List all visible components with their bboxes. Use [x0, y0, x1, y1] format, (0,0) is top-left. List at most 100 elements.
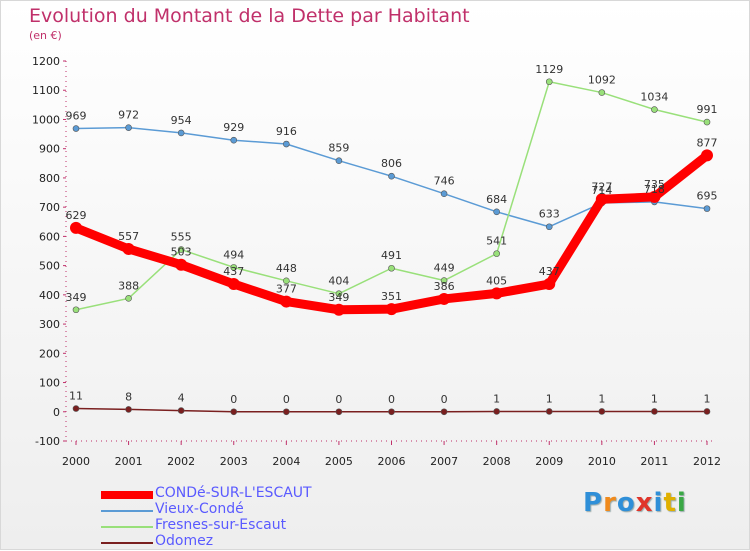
data-label: 4 — [178, 392, 185, 405]
data-point — [490, 287, 503, 300]
x-tick-label: 2008 — [483, 455, 511, 468]
data-label: 449 — [434, 262, 455, 275]
data-label: 1034 — [640, 91, 668, 104]
data-label: 714 — [591, 184, 612, 197]
data-label: 954 — [171, 114, 192, 127]
data-point — [335, 290, 343, 297]
data-point — [72, 306, 80, 314]
x-tick-label: 2006 — [378, 455, 406, 468]
legend-label: CONDé-SUR-L'ESCAUT — [155, 485, 312, 501]
legend-label: Fresnes-sur-Escaut — [155, 517, 287, 533]
data-label: 633 — [539, 208, 560, 221]
x-tick-label: 2000 — [62, 455, 90, 468]
data-label: 877 — [697, 136, 718, 149]
axes: -100010020030040050060070080090010001100… — [32, 55, 721, 468]
data-label: 1 — [651, 392, 658, 405]
logo-letter: i — [676, 488, 687, 518]
data-point — [493, 408, 500, 415]
y-tick-label: 700 — [39, 201, 60, 214]
data-label: 735 — [644, 178, 665, 191]
data-point — [545, 78, 553, 86]
y-tick-label: 1000 — [32, 113, 60, 126]
data-point — [598, 89, 606, 96]
x-tick-label: 2001 — [115, 455, 143, 468]
data-point — [703, 408, 711, 415]
data-label: 351 — [381, 290, 402, 303]
x-tick-label: 2009 — [535, 455, 563, 468]
data-point — [595, 193, 608, 206]
x-tick-label: 2012 — [693, 455, 721, 468]
data-point — [388, 264, 395, 272]
data-point — [125, 406, 132, 413]
data-labels: 629 557 503 437 377 349 351 386 405 437 727 735 877 9… — [66, 63, 718, 406]
logo-letter: o — [616, 488, 636, 518]
data-label: 0 — [441, 393, 448, 406]
data-point — [440, 190, 448, 198]
data-point — [177, 246, 185, 253]
data-point — [545, 408, 553, 415]
data-label: 1 — [493, 392, 500, 405]
data-label: 1 — [704, 392, 711, 405]
data-label: 557 — [118, 230, 139, 243]
data-point — [545, 223, 553, 231]
data-label: 349 — [66, 291, 87, 304]
data-point — [703, 118, 711, 126]
logo-letter: P — [583, 488, 604, 518]
data-point — [177, 407, 185, 414]
data-label: 1129 — [535, 63, 563, 76]
data-point — [648, 190, 661, 203]
y-tick-label: 1100 — [32, 84, 60, 97]
logo-letter: t — [663, 488, 677, 518]
data-point — [385, 303, 398, 316]
data-point — [598, 408, 606, 415]
data-label: 929 — [223, 121, 244, 134]
legend-swatch — [101, 526, 153, 528]
legend-label: Vieux-Condé — [155, 501, 244, 517]
series-layer — [70, 78, 713, 416]
data-label: 405 — [486, 274, 507, 287]
data-point — [230, 408, 238, 416]
data-point — [230, 136, 238, 144]
data-label: 629 — [66, 209, 87, 222]
data-label: 0 — [335, 393, 342, 406]
y-tick-label: -100 — [35, 435, 60, 448]
data-label: 684 — [486, 193, 507, 206]
data-label: 727 — [591, 180, 612, 193]
data-point — [122, 242, 135, 255]
y-tick-label: 500 — [39, 260, 60, 273]
y-tick-label: 1200 — [32, 55, 60, 68]
data-point — [335, 157, 343, 164]
data-point — [227, 278, 240, 291]
y-tick-label: 300 — [39, 318, 60, 331]
proxiti-logo: Proxiti — [583, 488, 687, 518]
chart-title: Evolution du Montant de la Dette par Hab… — [29, 5, 470, 27]
y-tick-label: 800 — [39, 172, 60, 185]
data-point — [283, 408, 290, 416]
logo-letter: x — [635, 488, 654, 518]
data-label: 718 — [644, 183, 665, 196]
data-point — [230, 264, 238, 271]
data-label: 969 — [66, 110, 87, 123]
data-point — [651, 408, 658, 415]
data-label: 377 — [276, 283, 297, 296]
data-point — [493, 250, 500, 257]
data-label: 11 — [69, 390, 83, 403]
data-point — [438, 292, 451, 305]
y-tick-label: 600 — [39, 230, 60, 243]
legend-swatch — [101, 491, 153, 499]
y-tick-label: 400 — [39, 289, 60, 302]
data-label: 437 — [539, 265, 560, 278]
data-point — [70, 221, 82, 234]
data-label: 972 — [118, 109, 139, 122]
y-tick-label: 200 — [39, 347, 60, 360]
data-point — [335, 408, 343, 416]
data-label: 0 — [388, 393, 395, 406]
data-label: 0 — [230, 393, 237, 406]
data-label: 541 — [486, 235, 507, 248]
data-point — [701, 149, 713, 162]
data-label: 448 — [276, 262, 297, 275]
data-label: 494 — [223, 248, 244, 261]
x-tick-label: 2011 — [640, 455, 668, 468]
data-label: 746 — [434, 175, 455, 188]
